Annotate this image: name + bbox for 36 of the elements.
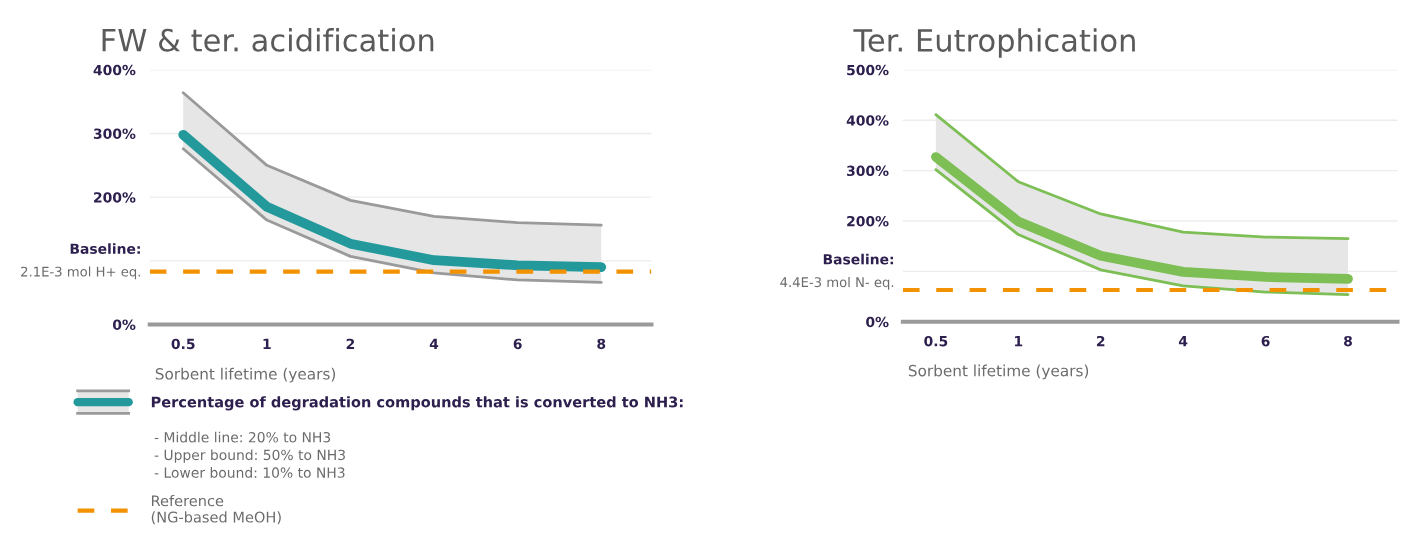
line-series <box>934 113 1350 241</box>
text: Baseline: <box>70 243 140 254</box>
text: Baseline: <box>823 253 894 265</box>
x-tick-label: 6 <box>513 338 522 350</box>
x-tick-label: 1 <box>263 338 271 349</box>
x-tick-label: 1 <box>1015 336 1023 347</box>
x-tick-label: 0.5 <box>171 338 195 350</box>
line-series <box>181 91 603 227</box>
x-tick-label: 4 <box>429 338 439 349</box>
text: 2.1E-3 mol H+ eq. <box>21 266 141 280</box>
x-tick-label: 2 <box>1096 335 1105 347</box>
chart-title: FW & ter. acidification <box>102 28 434 52</box>
text: 4.4E-3 mol N- eq. <box>780 276 894 290</box>
line-series <box>181 147 603 284</box>
x-tick-label: 0.5 <box>924 335 948 347</box>
text: - Middle line: 20% to NH3 - Upper bound: 50% to NH3 - Lower bound: 10% to NH3 <box>154 431 345 478</box>
x-tick-label: 8 <box>597 338 606 350</box>
y-tick-label: 200% <box>94 192 136 203</box>
y-tick-label: 400% <box>846 115 889 126</box>
y-tick-label: 500% <box>847 64 889 76</box>
x-tick-label: 2 <box>346 338 355 349</box>
legend-label: Percentage of degradation compounds that is converted to NH3: <box>151 396 683 411</box>
x-tick-label: 6 <box>1261 335 1270 347</box>
y-tick-label: 0% <box>866 316 889 328</box>
chart-title: Ter. Eutrophication <box>853 28 1135 58</box>
x-axis-title: Sorbent lifetime (years) <box>155 367 336 383</box>
y-tick-label: 300% <box>93 128 136 139</box>
y-tick-label: 200% <box>847 215 889 227</box>
y-tick-label: 300% <box>847 165 889 177</box>
x-tick-label: 8 <box>1344 335 1352 347</box>
legend-label: Reference (NG-based MeOH) <box>151 495 281 525</box>
line-series <box>934 168 1350 296</box>
y-tick-label: 0% <box>112 319 136 330</box>
y-tick-label: 400% <box>93 64 136 76</box>
x-tick-label: 4 <box>1178 336 1188 347</box>
x-axis-title: Sorbent lifetime (years) <box>908 364 1089 380</box>
